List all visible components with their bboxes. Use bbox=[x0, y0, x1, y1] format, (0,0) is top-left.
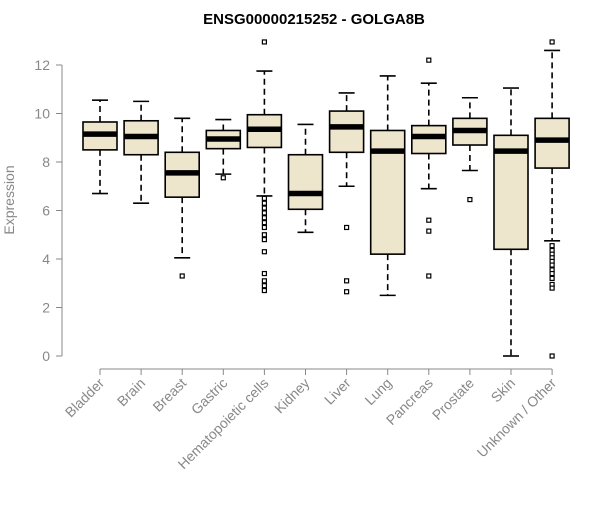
box-prostate bbox=[452, 96, 488, 203]
y-tick-label: 8 bbox=[42, 154, 50, 170]
iqr-box bbox=[287, 153, 324, 211]
y-tick-label: 0 bbox=[42, 348, 50, 364]
outlier-point bbox=[261, 200, 267, 206]
outlier-point bbox=[261, 278, 267, 284]
outlier-point bbox=[261, 224, 267, 231]
box-kidney bbox=[287, 123, 324, 234]
y-tick-label: 6 bbox=[42, 203, 50, 219]
outlier-point bbox=[549, 262, 555, 268]
outlier-point bbox=[261, 39, 267, 45]
outlier-point bbox=[261, 195, 267, 201]
boxes-group bbox=[82, 39, 570, 359]
x-category-label: Bladder bbox=[62, 375, 108, 421]
x-category-label: Liver bbox=[321, 375, 354, 408]
box-gastric bbox=[205, 118, 242, 181]
x-category-label: Skin bbox=[488, 375, 519, 406]
x-category-label: Breast bbox=[149, 375, 189, 415]
outlier-point bbox=[261, 287, 267, 294]
box-bladder bbox=[82, 99, 118, 195]
iqr-box bbox=[410, 124, 447, 155]
x-category-label: Prostate bbox=[429, 375, 477, 423]
y-axis: 0 2 4 6 8 10 12 bbox=[34, 57, 63, 364]
box-pancreas bbox=[410, 57, 447, 279]
outlier-point bbox=[344, 224, 350, 231]
box-breast bbox=[164, 117, 200, 279]
outlier-point bbox=[344, 278, 350, 284]
outlier-point bbox=[179, 273, 185, 279]
outlier-point bbox=[549, 243, 555, 249]
outlier-point bbox=[261, 220, 267, 226]
outlier-point bbox=[261, 237, 267, 243]
outlier-point bbox=[426, 228, 432, 234]
outlier-point bbox=[220, 175, 226, 181]
box-unknown-other bbox=[534, 39, 570, 359]
y-tick-label: 10 bbox=[34, 106, 50, 122]
box-liver bbox=[328, 92, 365, 295]
outlier-point bbox=[467, 196, 473, 203]
y-tick-label: 2 bbox=[42, 300, 50, 316]
outlier-point bbox=[261, 249, 267, 255]
outlier-point bbox=[261, 210, 267, 216]
box-lung bbox=[369, 75, 406, 297]
box-brain bbox=[123, 100, 159, 205]
outlier-point bbox=[261, 205, 267, 211]
x-category-label: Lung bbox=[361, 375, 394, 408]
x-category-label: Kidney bbox=[271, 375, 313, 417]
y-tick-label: 4 bbox=[42, 251, 50, 267]
outlier-point bbox=[261, 215, 267, 221]
box-hematopoietic-cells bbox=[246, 39, 283, 294]
outlier-point bbox=[344, 289, 350, 295]
outlier-point bbox=[426, 217, 432, 223]
outlier-point bbox=[261, 283, 267, 289]
iqr-box bbox=[534, 117, 570, 169]
iqr-box bbox=[328, 110, 365, 154]
iqr-box bbox=[493, 134, 529, 251]
outlier-point bbox=[426, 57, 432, 63]
outlier-point bbox=[426, 273, 432, 279]
outlier-point bbox=[549, 275, 555, 281]
outlier-point bbox=[261, 270, 267, 277]
outlier-point bbox=[549, 285, 555, 291]
outlier-point bbox=[549, 270, 555, 277]
x-category-label: Brain bbox=[114, 375, 148, 409]
box-skin bbox=[493, 87, 529, 357]
outlier-point bbox=[261, 232, 267, 238]
y-axis-label: Expression bbox=[1, 165, 17, 234]
chart-title: ENSG00000215252 - GOLGA8B bbox=[203, 11, 425, 28]
outlier-point bbox=[549, 39, 555, 45]
y-tick-label: 12 bbox=[34, 57, 50, 73]
outlier-point bbox=[549, 353, 555, 359]
